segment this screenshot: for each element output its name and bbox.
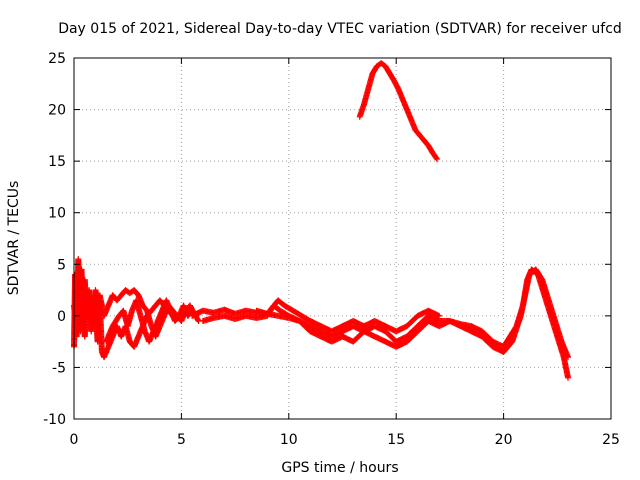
data-point bbox=[565, 374, 572, 381]
data-point bbox=[436, 312, 443, 319]
y-tick-label: 25 bbox=[48, 51, 66, 67]
data-series bbox=[71, 60, 572, 381]
x-tick-label: 5 bbox=[177, 432, 186, 448]
data-point bbox=[433, 155, 440, 162]
y-tick-label: -10 bbox=[43, 412, 66, 428]
grid-lines bbox=[74, 58, 611, 419]
y-tick-label: 20 bbox=[48, 103, 66, 119]
data-point bbox=[434, 156, 441, 163]
x-axis-ticks: 0 5 10 15 20 25 bbox=[70, 58, 620, 448]
x-tick-label: 25 bbox=[602, 432, 620, 448]
y-axis-ticks: -10 -5 0 5 10 15 20 25 bbox=[43, 51, 611, 428]
plot-border bbox=[73, 57, 612, 420]
chart-title: Day 015 of 2021, Sidereal Day-to-day VTE… bbox=[58, 21, 622, 37]
x-tick-label: 10 bbox=[280, 432, 298, 448]
plot-area bbox=[74, 58, 611, 419]
data-point bbox=[194, 316, 201, 323]
y-tick-label: 10 bbox=[48, 206, 66, 222]
data-point bbox=[565, 354, 572, 361]
x-tick-label: 0 bbox=[70, 432, 79, 448]
y-tick-label: -5 bbox=[52, 360, 66, 376]
y-tick-label: 5 bbox=[57, 257, 66, 273]
y-axis-label: SDTVAR / TECUs bbox=[6, 181, 22, 296]
x-tick-label: 20 bbox=[495, 432, 513, 448]
x-axis-label: GPS time / hours bbox=[281, 460, 398, 476]
y-tick-label: 15 bbox=[48, 154, 66, 170]
x-tick-label: 15 bbox=[387, 432, 405, 448]
y-tick-label: 0 bbox=[57, 309, 66, 325]
